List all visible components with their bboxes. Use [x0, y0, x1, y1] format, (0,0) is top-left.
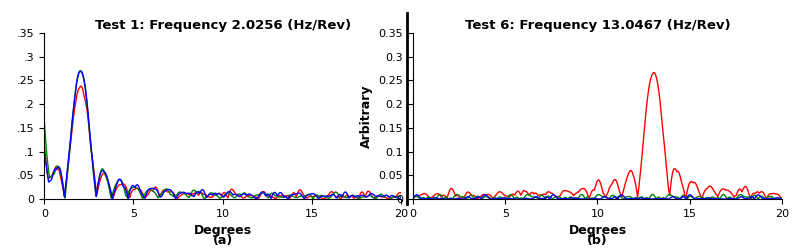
X-axis label: Degrees: Degrees — [568, 224, 626, 237]
Title: Test 6: Frequency 13.0467 (Hz/Rev): Test 6: Frequency 13.0467 (Hz/Rev) — [464, 19, 730, 32]
Y-axis label: Arbitrary: Arbitrary — [360, 84, 373, 148]
Title: Test 1: Frequency 2.0256 (Hz/Rev): Test 1: Frequency 2.0256 (Hz/Rev) — [94, 19, 351, 32]
Text: (a): (a) — [213, 234, 233, 247]
X-axis label: Degrees: Degrees — [193, 224, 251, 237]
Text: (b): (b) — [587, 234, 608, 247]
